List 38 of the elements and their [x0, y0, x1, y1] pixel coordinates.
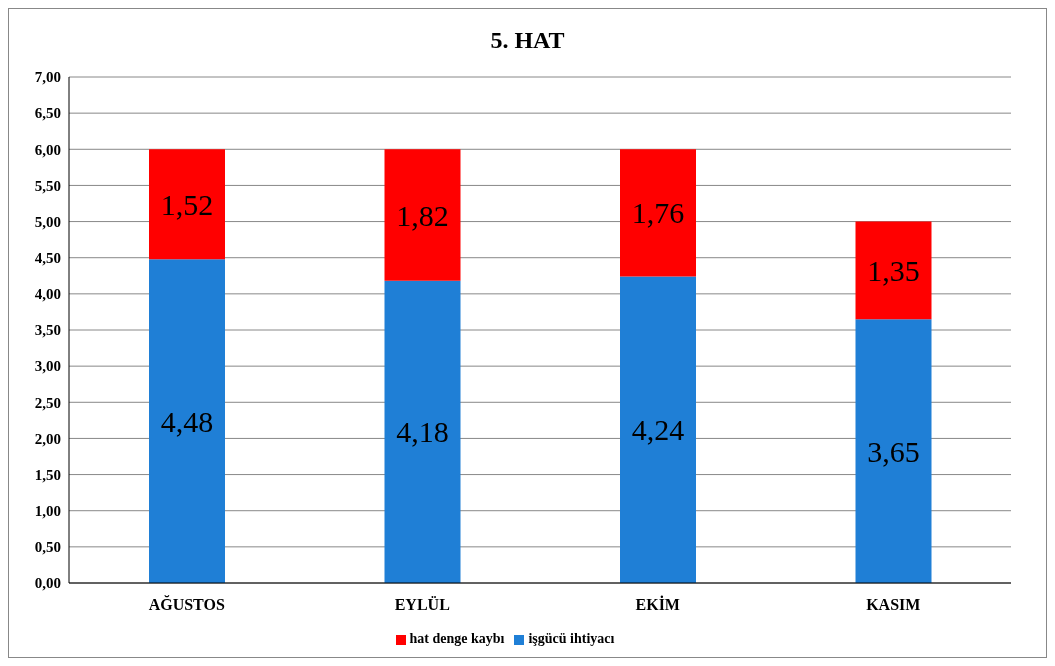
- data-label: 1,76: [631, 196, 685, 230]
- y-tick-label: 3,00: [34, 358, 61, 375]
- y-tick-label: 5,50: [34, 177, 61, 194]
- data-label: 1,35: [867, 253, 920, 287]
- legend-label: hat denge kaybı: [409, 631, 505, 646]
- data-label: 4,18: [396, 415, 449, 449]
- y-tick-label: 4,00: [34, 286, 61, 303]
- bar: [620, 149, 696, 277]
- data-label: 3,65: [867, 434, 920, 468]
- y-tick-label: 2,50: [34, 394, 61, 411]
- data-label: 1,82: [396, 198, 449, 232]
- y-tick-label: 0,00: [34, 575, 61, 592]
- bar: [149, 259, 225, 583]
- y-tick-label: 1,50: [34, 466, 61, 483]
- x-tick-label: EKİM: [635, 595, 680, 614]
- data-label: 4,24: [631, 413, 685, 447]
- y-tick-label: 6,00: [34, 141, 61, 158]
- chart-title: 5. HAT: [489, 26, 566, 55]
- bar: [620, 276, 696, 583]
- y-tick-label: 0,50: [34, 539, 61, 556]
- x-tick-label: EYLÜL: [394, 596, 450, 614]
- y-tick-label: 5,00: [34, 213, 61, 230]
- x-tick-label: AĞUSTOS: [148, 595, 225, 614]
- data-label: 4,48: [160, 404, 214, 438]
- legend-label: işgücü ihtiyacı: [528, 631, 615, 646]
- x-tick-label: KASIM: [866, 596, 921, 614]
- y-tick-label: 3,50: [34, 322, 61, 339]
- bar: [855, 221, 932, 320]
- bar: [855, 319, 932, 583]
- y-tick-label: 1,00: [34, 503, 61, 520]
- bar: [384, 149, 461, 281]
- data-label: 1,52: [160, 187, 214, 221]
- y-tick-label: 6,50: [34, 105, 61, 122]
- y-tick-label: 4,50: [34, 250, 61, 267]
- y-tick-label: 7,00: [34, 69, 61, 86]
- bar: [384, 280, 461, 583]
- y-tick-label: 2,00: [34, 430, 61, 447]
- bar: [149, 149, 225, 260]
